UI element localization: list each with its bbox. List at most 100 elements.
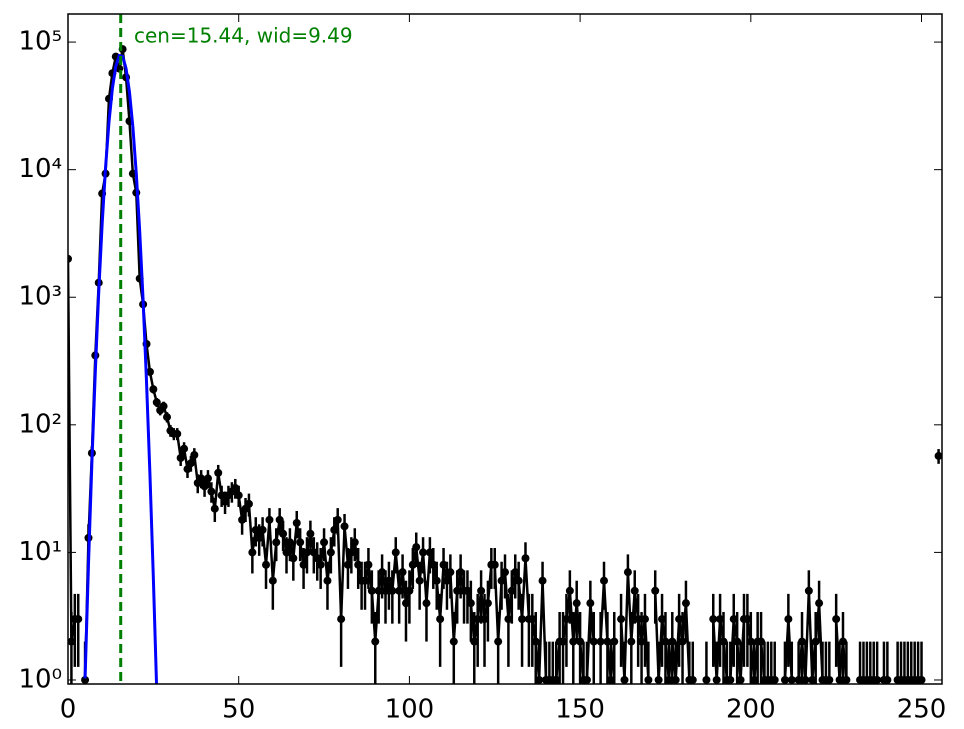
point	[501, 568, 509, 577]
point	[384, 576, 393, 585]
point	[514, 576, 523, 585]
point	[528, 615, 537, 624]
point	[770, 675, 779, 684]
point	[511, 568, 520, 577]
point	[354, 560, 363, 569]
point	[371, 637, 380, 646]
point	[804, 586, 813, 595]
point	[610, 637, 619, 646]
point	[173, 429, 182, 438]
fit-line	[83, 53, 159, 684]
x-tick-label: 100	[385, 695, 435, 725]
point	[323, 576, 332, 585]
point	[808, 675, 817, 684]
point	[746, 637, 755, 646]
point	[200, 482, 209, 491]
point	[640, 615, 649, 624]
point	[316, 560, 325, 569]
point	[381, 586, 390, 595]
plot-area	[68, 14, 942, 684]
point	[490, 560, 499, 569]
point	[712, 675, 721, 684]
point	[617, 615, 626, 624]
data-line	[834, 619, 848, 681]
point	[388, 586, 397, 595]
point	[343, 560, 352, 569]
point	[716, 615, 725, 624]
point	[159, 402, 168, 411]
point	[801, 675, 810, 684]
point	[838, 637, 847, 646]
point	[562, 615, 571, 624]
point	[412, 543, 421, 552]
point	[74, 615, 83, 624]
point	[248, 548, 257, 557]
point	[251, 525, 260, 534]
x-tick-label: 150	[555, 695, 605, 725]
point	[630, 586, 639, 595]
x-tick-label: 250	[897, 695, 947, 725]
point	[736, 675, 745, 684]
point	[378, 568, 387, 577]
y-tick-label: 10¹	[18, 537, 62, 567]
point	[163, 413, 172, 422]
y-tick-label: 10⁴	[18, 154, 62, 184]
point	[494, 637, 503, 646]
x-tick-label: 0	[60, 695, 77, 725]
point	[518, 615, 527, 624]
point	[623, 568, 632, 577]
point	[565, 586, 574, 595]
y-tick-label: 10⁰	[18, 664, 62, 694]
point	[504, 615, 513, 624]
point	[835, 675, 844, 684]
point	[221, 497, 230, 506]
point	[439, 560, 448, 569]
point	[217, 491, 226, 500]
point	[429, 560, 438, 569]
point	[367, 586, 376, 595]
point	[419, 548, 428, 557]
point	[436, 615, 445, 624]
point	[576, 637, 585, 646]
point	[405, 586, 414, 595]
point	[279, 529, 288, 538]
point	[535, 675, 544, 684]
point	[842, 675, 851, 684]
point	[743, 615, 752, 624]
point	[81, 675, 90, 684]
point	[408, 560, 417, 569]
point	[664, 675, 673, 684]
point	[432, 576, 441, 585]
point	[425, 548, 434, 557]
point	[210, 504, 219, 513]
point	[757, 637, 766, 646]
point	[453, 586, 462, 595]
point	[733, 637, 742, 646]
point	[466, 599, 475, 608]
point	[306, 529, 315, 538]
point	[145, 367, 154, 376]
point	[255, 533, 264, 542]
point	[678, 637, 687, 646]
point	[726, 675, 735, 684]
point	[600, 576, 609, 585]
point	[197, 474, 206, 483]
point	[811, 637, 820, 646]
point	[729, 615, 738, 624]
point	[333, 515, 342, 524]
point	[658, 615, 667, 624]
point	[337, 615, 346, 624]
point	[719, 637, 728, 646]
point	[559, 637, 568, 646]
point	[415, 576, 424, 585]
point	[244, 499, 253, 508]
point	[190, 451, 199, 460]
point	[446, 568, 455, 577]
point	[873, 675, 882, 684]
point	[606, 675, 615, 684]
point	[651, 586, 660, 595]
point	[456, 568, 465, 577]
point	[463, 586, 472, 595]
point	[596, 637, 605, 646]
